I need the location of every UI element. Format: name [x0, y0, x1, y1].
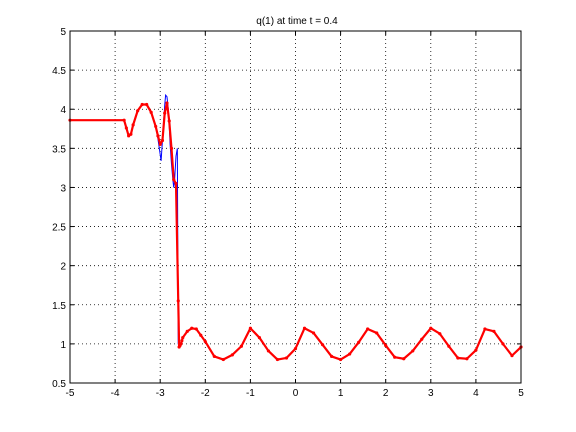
- y-tick-label: 3.5: [52, 144, 66, 155]
- y-tick-label: 1: [60, 340, 66, 351]
- x-tick-label: 1: [338, 388, 344, 399]
- series-1-points: [68, 101, 523, 362]
- x-tick-label: 3: [428, 388, 434, 399]
- x-tick-label: 5: [518, 388, 524, 399]
- x-tick-label: -2: [201, 388, 210, 399]
- x-tick-label: -4: [111, 388, 120, 399]
- ticks: -5 -4 -3 -2 -1 0 1 2 3 4 5 0.5 1 1.5 2 2.5 3 3.5 4 4.5 5: [52, 27, 524, 399]
- y-tick-label: 1.5: [52, 301, 66, 312]
- y-tick-label: 0.5: [52, 379, 66, 390]
- chart-title: q(1) at time t = 0.4: [256, 16, 338, 27]
- x-tick-label: 4: [473, 388, 479, 399]
- y-tick-label: 4.5: [52, 66, 66, 77]
- y-tick-label: 5: [60, 27, 66, 38]
- x-tick-label: -5: [66, 388, 75, 399]
- y-tick-label: 4: [60, 105, 66, 116]
- y-tick-label: 3: [60, 183, 66, 194]
- y-tick-label: 2.5: [52, 223, 66, 234]
- x-tick-label: 0: [293, 388, 299, 399]
- grid: [70, 31, 521, 383]
- x-tick-label: -3: [156, 388, 165, 399]
- y-tick-label: 2: [60, 262, 66, 273]
- x-tick-label: -1: [246, 388, 255, 399]
- series-1-trace: [70, 101, 522, 361]
- series-layer: [68, 93, 523, 362]
- x-tick-label: 2: [383, 388, 389, 399]
